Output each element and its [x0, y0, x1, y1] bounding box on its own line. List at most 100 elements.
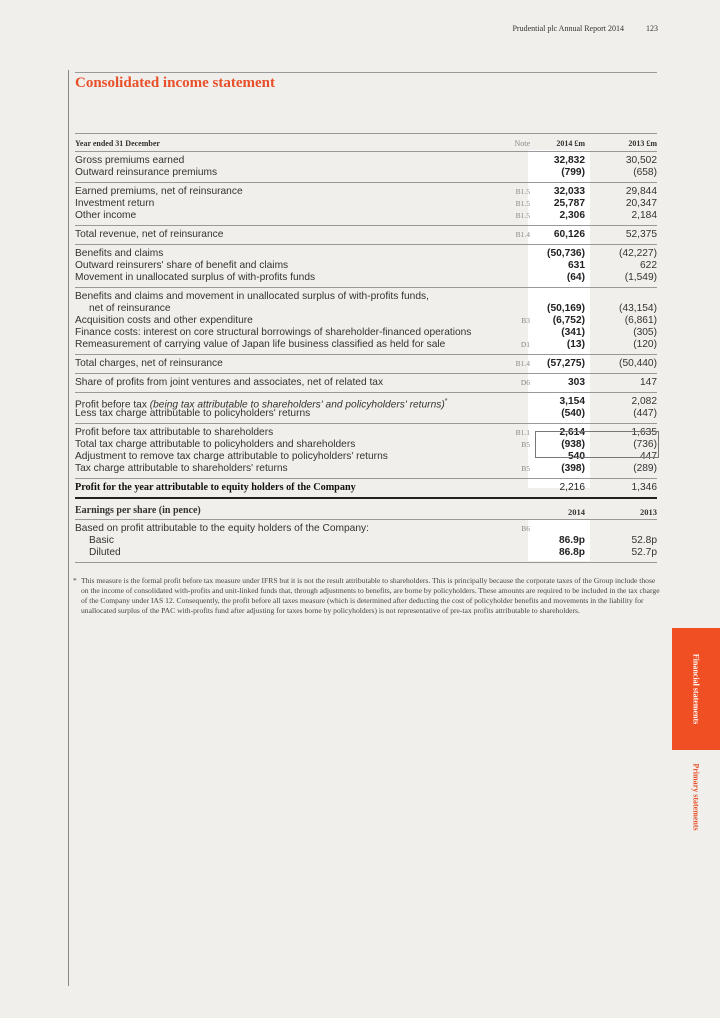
label-text: Profit before tax attributable to shareh…: [75, 427, 274, 438]
header-note: Note: [514, 139, 530, 148]
highlight-column-2014-eps: [528, 519, 590, 561]
table-row: Investment return B1.5 25,787 20,347: [75, 198, 657, 210]
row-label: Gross premiums earned: [75, 155, 184, 167]
value-2013: 52.7p: [631, 547, 658, 558]
label-text: Investment return: [75, 198, 155, 209]
row-label: Remeasurement of carrying value of Japan…: [75, 339, 445, 351]
value-2013: 2,082: [631, 396, 658, 407]
table-row: Other income B1.5 2,306 2,184: [75, 210, 657, 222]
label-text: Total charges, net of reinsurance: [75, 358, 223, 369]
row-label: Tax charge attributable to shareholders'…: [75, 463, 288, 475]
label-text: Total tax charge attributable to policyh…: [75, 439, 356, 450]
value-2013: 1,635: [631, 427, 658, 438]
value-2013: (447): [633, 408, 657, 419]
table-row: Based on profit attributable to the equi…: [75, 523, 657, 535]
running-header: Prudential plc Annual Report 2014 123: [512, 24, 658, 33]
value-2014: (341): [561, 327, 585, 338]
label-text: Earned premiums, net of reinsurance: [75, 186, 243, 197]
table-row: Profit before tax attributable to shareh…: [75, 427, 657, 439]
row-group: Profit before tax (being tax attributabl…: [75, 393, 657, 424]
table-row: Profit before tax (being tax attributabl…: [75, 396, 658, 411]
table-row: net of reinsurance (50,169) (43,154): [75, 303, 657, 315]
table-row: Profit for the year attributable to equi…: [75, 482, 657, 494]
row-note: B1.5: [515, 211, 530, 220]
value-2014: 2,306: [559, 210, 586, 221]
table-row: Gross premiums earned 32,832 30,502: [75, 155, 657, 167]
value-2013: (43,154): [619, 303, 657, 314]
value-2013: (50,440): [619, 358, 657, 369]
row-group: Share of profits from joint ventures and…: [75, 374, 657, 393]
table-row: Total tax charge attributable to policyh…: [75, 439, 657, 451]
tax-box: [535, 431, 659, 458]
label-text: Other income: [75, 210, 137, 221]
table-row: Remeasurement of carrying value of Japan…: [75, 339, 657, 351]
eps-header-2013: 2013: [640, 507, 657, 517]
value-2014: 32,033: [553, 186, 585, 197]
footnote: * This measure is the formal profit befor…: [73, 576, 663, 616]
label-text: net of reinsurance: [89, 303, 171, 314]
value-2013: (120): [633, 339, 657, 350]
value-2014: 86.9p: [558, 535, 585, 546]
label-text: Diluted: [89, 547, 121, 558]
row-note: B5: [521, 464, 530, 473]
label-text: Profit before tax: [75, 399, 150, 411]
value-2013: (289): [633, 463, 657, 474]
row-group: Benefits and claims (50,736) (42,227) Outwa…: [75, 245, 657, 288]
label-italic: (being tax attributable to shareholders'…: [149, 399, 445, 411]
label-text: Finance costs: interest on core structur…: [75, 327, 472, 338]
row-note: B1.5: [515, 187, 530, 196]
value-2013: 20,347: [625, 198, 657, 209]
margin-rule: [68, 70, 69, 986]
row-label: Profit before tax (being tax attributabl…: [75, 396, 447, 411]
row-label: Total charges, net of reinsurance: [75, 358, 223, 370]
value-2014: (57,275): [547, 358, 585, 369]
table-row: Movement in unallocated surplus of with-…: [75, 272, 657, 284]
row-note: B5: [521, 440, 530, 449]
table-row: Total charges, net of reinsurance B1.4 (57…: [75, 358, 657, 370]
label-text: Benefits and claims: [75, 248, 164, 259]
value-2014: 303: [568, 377, 585, 388]
row-group: Total revenue, net of reinsurance B1.4 60,…: [75, 226, 657, 245]
row-note: B1.1: [515, 428, 530, 437]
label-text: Remeasurement of carrying value of Japan…: [75, 339, 446, 350]
value-2014: (540): [561, 408, 585, 419]
value-2014: 2,216: [559, 482, 586, 493]
row-group: Gross premiums earned 32,832 30,502 Outward…: [75, 152, 657, 183]
tab-primary-statements[interactable]: Primary statements: [672, 752, 720, 842]
divider: [75, 72, 657, 73]
row-label: Acquisition costs and other expenditure: [75, 315, 253, 327]
value-2013: (305): [633, 327, 657, 338]
page-number: 123: [646, 24, 658, 33]
value-2013: 1,346: [631, 482, 658, 493]
label-text: Adjustment to remove tax charge attribut…: [75, 451, 388, 462]
row-label: Investment return: [75, 198, 154, 210]
tab-financial-statements[interactable]: Financial statements: [672, 628, 720, 750]
page-title: Consolidated income statement: [75, 75, 275, 91]
row-label: Earned premiums, net of reinsurance: [75, 186, 243, 198]
table-row: Less tax charge attributable to policyho…: [75, 408, 657, 420]
row-note: D1: [520, 340, 530, 349]
header-2014: 2014 £m: [556, 139, 585, 148]
label-text: Movement in unallocated surplus of with-…: [75, 272, 316, 283]
table-row: Acquisition costs and other expenditure B…: [75, 315, 657, 327]
row-note: D6: [520, 378, 530, 387]
row-label: Based on profit attributable to the equi…: [75, 523, 369, 535]
header-year: Year ended 31 December: [75, 139, 160, 148]
value-2014: (938): [561, 439, 585, 450]
table-row: Total revenue, net of reinsurance B1.4 60,…: [75, 229, 657, 241]
value-2014: 631: [568, 260, 585, 271]
value-2014: (13): [566, 339, 585, 350]
label-text: Benefits and claims and movement in unal…: [75, 291, 429, 302]
eps-header: Earnings per share (in pence) 2014 2013: [75, 502, 657, 520]
value-2013: 30,502: [625, 155, 657, 166]
row-label: Benefits and claims and movement in unal…: [75, 291, 429, 303]
row-label: Outward reinsurance premiums: [75, 167, 217, 179]
row-label: Share of profits from joint ventures and…: [75, 377, 383, 389]
table-row: Tax charge attributable to shareholders'…: [75, 463, 657, 475]
tab-label: Financial statements: [691, 653, 701, 725]
value-2013: 52.8p: [631, 535, 658, 546]
row-label: Total tax charge attributable to policyh…: [75, 439, 355, 451]
table-row: Share of profits from joint ventures and…: [75, 377, 657, 389]
table-row: Benefits and claims and movement in unal…: [75, 291, 657, 303]
value-2014: (799): [561, 167, 585, 178]
